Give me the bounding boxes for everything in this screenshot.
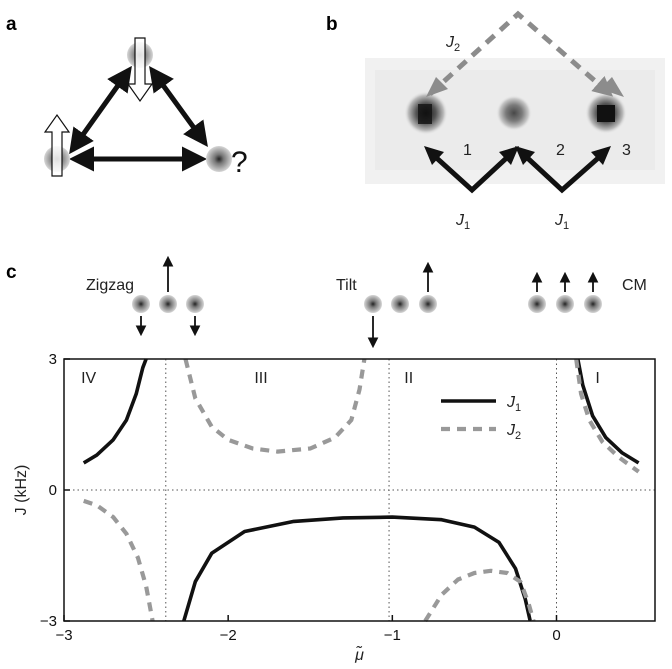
j2-curve-2 bbox=[183, 358, 367, 454]
x-tick-label: 0 bbox=[552, 627, 560, 644]
cm-ion-1 bbox=[528, 295, 546, 313]
plot-grid bbox=[64, 359, 655, 621]
site-label-3: 3 bbox=[622, 142, 631, 159]
plot-regions: IV III II I bbox=[81, 370, 600, 387]
j1-right-bracket bbox=[519, 150, 607, 194]
frustration-question-mark: ? bbox=[231, 146, 248, 179]
ion-right bbox=[206, 146, 232, 172]
coupling-arrow-right bbox=[149, 65, 208, 148]
config-cm-label: CM bbox=[622, 277, 647, 294]
cm-ion-3 bbox=[584, 295, 602, 313]
plot-series bbox=[82, 358, 640, 623]
x-tick-label: −1 bbox=[384, 627, 401, 644]
j2-label: J2 bbox=[445, 34, 460, 54]
j1-right-label: J1 bbox=[554, 212, 569, 232]
j1-left-bracket bbox=[428, 150, 515, 194]
cm-ion-2 bbox=[556, 295, 574, 313]
j2-curve-1 bbox=[83, 498, 155, 622]
panel-c-letter: c bbox=[6, 262, 17, 283]
x-tick-label: −2 bbox=[220, 627, 237, 644]
panel-a: a ? bbox=[6, 14, 248, 179]
j1-curve-1 bbox=[82, 358, 148, 465]
y-tick-label: 0 bbox=[49, 482, 57, 499]
j1-curve-3 bbox=[576, 358, 640, 465]
panel-b-letter: b bbox=[326, 14, 338, 35]
j2-curve-4 bbox=[574, 358, 640, 474]
panel-a-letter: a bbox=[6, 14, 17, 35]
zigzag-ion-3 bbox=[186, 295, 204, 313]
config-tilt-label: Tilt bbox=[336, 277, 357, 294]
region-label-III: III bbox=[254, 370, 267, 387]
ion-image-2 bbox=[496, 95, 532, 131]
zigzag-ion-1 bbox=[132, 295, 150, 313]
region-label-I: I bbox=[595, 370, 599, 387]
y-tick-label: 3 bbox=[49, 351, 57, 368]
j1-curve-2 bbox=[182, 515, 532, 622]
j1-left-label: J1 bbox=[455, 212, 470, 232]
panel-b: b J2 1 2 3 J1 J1 bbox=[326, 10, 665, 232]
tilt-ion-1 bbox=[364, 295, 382, 313]
plot-frame bbox=[63, 358, 656, 622]
j2-curve-3 bbox=[423, 568, 536, 623]
j2-arrowhead-left bbox=[426, 77, 448, 97]
config-zigzag-label: Zigzag bbox=[86, 277, 134, 294]
coupling-arrow-left bbox=[69, 65, 132, 155]
legend-label-1: J1 bbox=[506, 394, 521, 414]
region-label-II: II bbox=[404, 370, 413, 387]
zigzag-ion-2 bbox=[159, 295, 177, 313]
j2-arrowhead-right bbox=[600, 77, 624, 97]
y-axis-label: J (kHz) bbox=[13, 465, 30, 516]
y-tick-label: −3 bbox=[40, 613, 57, 630]
plot-ticks: −3 −2 −1 0 −3 0 3 bbox=[40, 351, 561, 644]
legend-label-2: J2 bbox=[506, 422, 521, 442]
region-label-IV: IV bbox=[81, 370, 96, 387]
spin-up-arrow-icon bbox=[43, 113, 71, 177]
tilt-ion-3 bbox=[419, 295, 437, 313]
tilt-ion-2 bbox=[391, 295, 409, 313]
panel-c-configs: c Zigzag Tilt CM bbox=[6, 255, 647, 349]
site-label-1: 1 bbox=[463, 142, 472, 159]
j2-dashed-path bbox=[428, 10, 614, 97]
x-axis-label: μ̃ bbox=[354, 644, 364, 664]
x-tick-label: −3 bbox=[55, 627, 72, 644]
spin-down-arrow-icon bbox=[126, 37, 154, 103]
site-label-2: 2 bbox=[556, 142, 565, 159]
